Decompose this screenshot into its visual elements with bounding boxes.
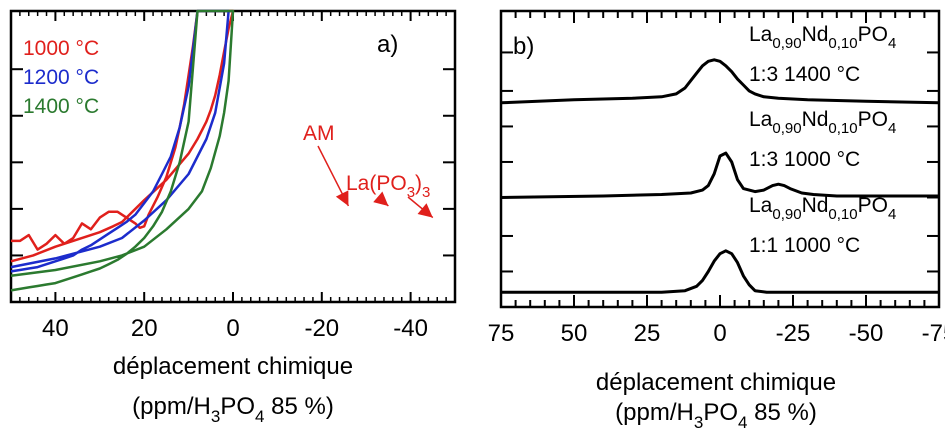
series-line-2 <box>10 9 235 292</box>
annotation-arrows <box>317 145 434 219</box>
x-tick-label: 75 <box>488 320 515 347</box>
legend-entry-1000: 1000 °C <box>23 37 99 60</box>
x-tick-label: -20 <box>304 315 339 342</box>
panel-a-tick-labels: 40 20 0 -20 -40 <box>42 315 428 342</box>
x-tick-label: 0 <box>713 320 726 347</box>
series-line-middle <box>500 151 939 199</box>
series-bottom-condition: 1:1 1000 °C <box>749 234 860 257</box>
series-bottom-formula: La0,90Nd0,10PO4 <box>749 194 896 223</box>
series-top-condition: 1:3 1400 °C <box>749 63 860 86</box>
panel-b-label: b) <box>513 33 534 60</box>
series-bottom-label: La0,90Nd0,10PO4 1:1 1000 °C <box>749 194 896 257</box>
x-tick-label: 40 <box>42 315 69 342</box>
x-tick-label: 25 <box>634 320 661 347</box>
arrow-head <box>417 203 433 218</box>
series-top-label: La0,90Nd0,10PO4 1:3 1400 °C <box>749 23 896 86</box>
x-tick-label: -75 <box>922 320 945 347</box>
series-middle-formula: La0,90Nd0,10PO4 <box>749 108 896 137</box>
series-line-1 <box>10 9 230 273</box>
legend-entry-1400: 1400 °C <box>23 95 99 118</box>
panel-b-xlabel: déplacement chimique <box>596 369 836 396</box>
arrow-head <box>335 190 349 206</box>
panel-a-legend: 1000 °C 1200 °C 1400 °C <box>23 37 99 118</box>
panel-a: 40 20 0 -20 -40 a) 1000 °C 1200 °C 1400 °C A… <box>9 9 457 426</box>
panel-b-xlabel-unit: (ppm/H3PO4 85 %) <box>615 399 817 432</box>
panel-b: 75 50 25 0 -25 -50 -75 b) La0,90Nd0,10PO4 1:3 … <box>488 9 945 432</box>
x-tick-label: -50 <box>849 320 884 347</box>
panel-a-ticks <box>11 11 455 302</box>
x-tick-label: -25 <box>776 320 811 347</box>
series-top-formula: La0,90Nd0,10PO4 <box>749 23 896 52</box>
series-line-bottom <box>501 249 939 294</box>
series-middle-condition: 1:3 1000 °C <box>749 148 860 171</box>
panel-a-xlabel-unit: (ppm/H3PO4 85 %) <box>132 393 334 426</box>
panel-a-curves <box>10 9 235 292</box>
panel-a-label: a) <box>377 31 398 58</box>
series-line-top <box>500 58 940 105</box>
panel-a-xlabel: déplacement chimique <box>113 353 353 380</box>
panel-a-annotations: AM La(PO3)3 <box>303 122 434 219</box>
annotation-la-po3: La(PO3)3 <box>346 172 430 201</box>
x-tick-label: 20 <box>131 315 158 342</box>
panel-b-curves <box>500 58 940 294</box>
series-middle-label: La0,90Nd0,10PO4 1:3 1000 °C <box>749 108 896 171</box>
arrow-head <box>373 191 389 206</box>
x-tick-label: -40 <box>393 315 428 342</box>
x-tick-label: 50 <box>561 320 588 347</box>
x-tick-label: 0 <box>226 315 239 342</box>
legend-entry-1200: 1200 °C <box>23 66 99 89</box>
panel-a-frame <box>9 9 457 304</box>
annotation-am: AM <box>303 122 335 145</box>
panel-b-tick-labels: 75 50 25 0 -25 -50 -75 <box>488 320 945 347</box>
